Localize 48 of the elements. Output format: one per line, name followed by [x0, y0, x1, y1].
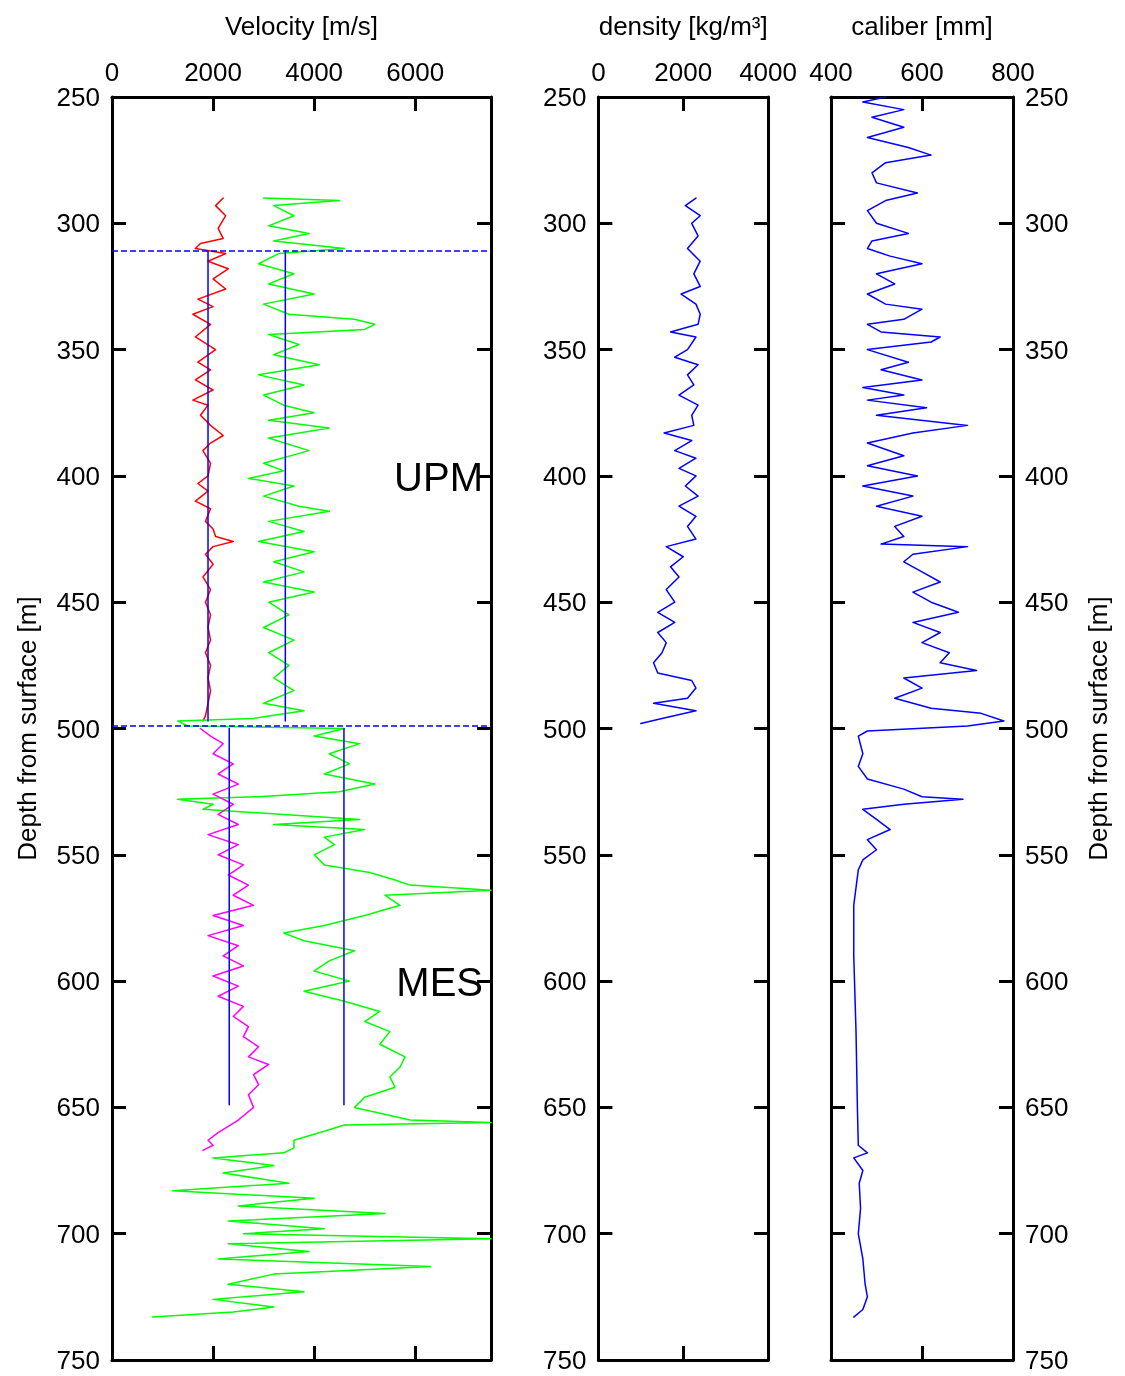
y2-tick-label: 300: [1025, 208, 1069, 239]
x-tick-label: 4000: [739, 57, 797, 87]
y-tick-label: 700: [542, 1218, 587, 1249]
y-tick-label: 750: [542, 1345, 587, 1375]
y-tick-label: 350: [56, 334, 100, 365]
x-axis-title: Velocity [m/s]: [224, 11, 379, 41]
x-tick-label: 2000: [654, 57, 713, 87]
annotation: UPM: [394, 455, 483, 499]
y2-tick-label: 400: [1025, 460, 1069, 491]
x-tick-label: 0: [591, 57, 606, 87]
x-axis-title: caliber [mm]: [851, 11, 993, 41]
y-tick-label: 750: [56, 1345, 100, 1375]
y2-tick-label: 750: [1025, 1345, 1069, 1375]
y2-tick-label: 550: [1025, 839, 1069, 870]
x-tick-label: 600: [900, 57, 944, 87]
y2-tick-label: 350: [1025, 334, 1069, 365]
y-tick-label: 300: [56, 208, 100, 239]
x-tick-label: 2000: [184, 57, 242, 87]
y-tick-label: 300: [542, 208, 587, 239]
y-tick-label: 600: [56, 966, 100, 997]
annotation: MES: [396, 960, 484, 1004]
y-tick-label: 550: [542, 839, 587, 870]
x-tick-label: 0: [104, 57, 120, 87]
y-tick-label: 450: [56, 587, 100, 618]
y-tick-label: 250: [542, 82, 587, 112]
y-tick-label: 400: [56, 460, 100, 491]
y-tick-label: 700: [56, 1218, 100, 1249]
y-tick-label: 400: [542, 460, 587, 491]
y-tick-label: 650: [542, 1092, 587, 1123]
y-tick-label: 600: [542, 966, 587, 997]
y2-axis-title: Depth from surface [m]: [1083, 596, 1113, 861]
x-tick-label: 4000: [285, 57, 344, 87]
y2-tick-label: 450: [1025, 587, 1069, 618]
x-tick-label: 6000: [386, 57, 445, 87]
y-tick-label: 500: [542, 713, 587, 744]
y-tick-label: 650: [56, 1092, 100, 1123]
y2-tick-label: 650: [1025, 1092, 1069, 1123]
y-axis-title: Depth from surface [m]: [12, 596, 42, 861]
y-tick-label: 250: [56, 82, 100, 112]
y2-tick-label: 600: [1025, 966, 1069, 997]
y-tick-label: 450: [542, 587, 587, 618]
y-tick-label: 550: [56, 839, 100, 870]
y2-tick-label: 700: [1025, 1218, 1069, 1249]
x-tick-label: 400: [809, 57, 853, 87]
x-axis-title: density [kg/m³]: [598, 11, 768, 41]
y2-tick-label: 500: [1025, 713, 1069, 744]
y-tick-label: 500: [56, 713, 100, 744]
y-tick-label: 350: [542, 334, 587, 365]
